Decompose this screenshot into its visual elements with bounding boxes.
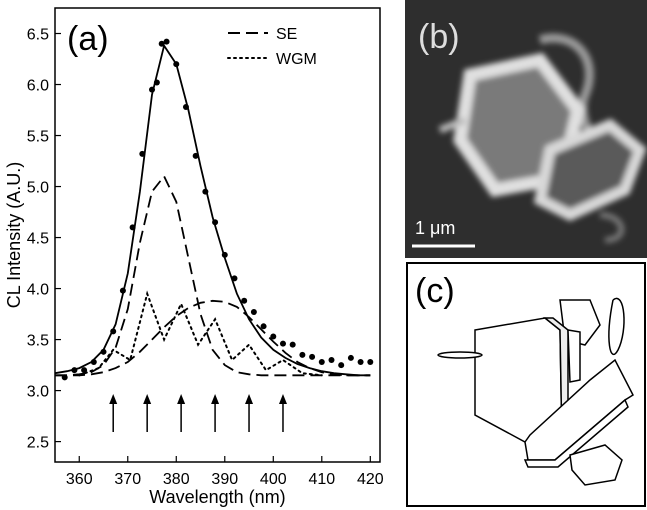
data-point <box>231 275 237 281</box>
arrow-head <box>143 394 151 404</box>
data-point <box>154 79 160 85</box>
scale-bar-label: 1 μm <box>415 218 455 238</box>
data-point <box>348 355 354 361</box>
y-tick-label: 2.5 <box>27 435 49 452</box>
panel-label: (a) <box>67 20 109 58</box>
y-tick-label: 5.0 <box>27 180 49 197</box>
x-tick-label: 420 <box>357 471 384 488</box>
data-point <box>280 341 286 347</box>
data-point <box>130 224 136 230</box>
y-tick-label: 3.0 <box>27 384 49 401</box>
y-axis-title: CL Intensity (A.U.) <box>4 162 24 308</box>
data-point <box>91 359 97 365</box>
curve <box>79 294 321 376</box>
data-point <box>164 39 170 45</box>
data-point <box>101 349 107 355</box>
y-tick-label: 4.5 <box>27 231 49 248</box>
y-tick-label: 6.5 <box>27 27 49 44</box>
panel-label: (b) <box>418 18 460 56</box>
data-point <box>183 104 189 110</box>
data-point <box>222 252 228 258</box>
arrow-head <box>109 394 117 404</box>
data-point <box>202 189 208 195</box>
data-point <box>212 219 218 225</box>
x-tick-label: 360 <box>66 471 93 488</box>
arrow-head <box>177 394 185 404</box>
data-point <box>149 87 155 93</box>
data-point <box>71 367 77 373</box>
data-point <box>173 61 179 67</box>
x-tick-label: 410 <box>308 471 335 488</box>
arrow-head <box>245 394 253 404</box>
legend-label: WGM <box>276 51 317 68</box>
data-point <box>251 309 257 315</box>
data-point <box>299 352 305 358</box>
y-tick-label: 3.5 <box>27 333 49 350</box>
x-axis-title: Wavelength (nm) <box>149 487 285 507</box>
data-point <box>62 374 68 380</box>
data-point <box>270 334 276 340</box>
y-tick-label: 4.0 <box>27 282 49 299</box>
y-tick-label: 6.0 <box>27 78 49 95</box>
x-tick-label: 390 <box>211 471 238 488</box>
x-tick-label: 400 <box>260 471 287 488</box>
data-point <box>338 362 344 368</box>
data-point <box>367 359 373 365</box>
curve <box>55 46 370 376</box>
data-point <box>261 323 267 329</box>
data-point <box>241 298 247 304</box>
curve <box>55 176 370 375</box>
data-point <box>358 359 364 365</box>
arrow-head <box>279 394 287 404</box>
x-tick-label: 380 <box>163 471 190 488</box>
data-point <box>290 342 296 348</box>
figure: (b) 1 μm (c) 360 370 380 390 400 410 420 2.5 3.0… <box>0 0 647 510</box>
data-point <box>309 354 315 360</box>
data-point <box>139 151 145 157</box>
data-point <box>81 367 87 373</box>
data-point <box>328 357 334 363</box>
data-point <box>110 328 116 334</box>
data-point <box>193 153 199 159</box>
data-point <box>120 288 126 294</box>
arrow-head <box>211 394 219 404</box>
legend-label: SE <box>276 26 297 43</box>
panel-label: (c) <box>415 272 455 310</box>
y-tick-label: 5.5 <box>27 129 49 146</box>
x-tick-label: 370 <box>114 471 141 488</box>
data-point <box>319 359 325 365</box>
